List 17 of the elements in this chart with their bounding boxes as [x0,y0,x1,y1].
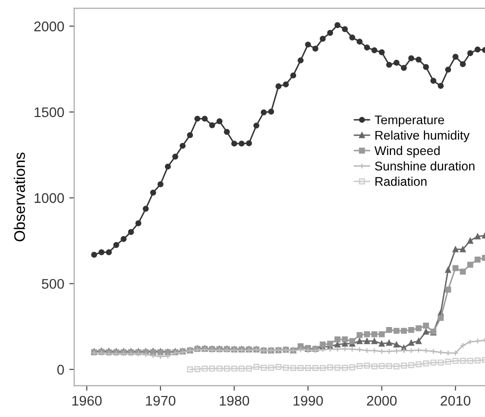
legend-label: Wind speed [374,146,440,158]
legend-label: Radiation [375,176,426,186]
y-tick-label: 500 [42,278,64,289]
x-tick-label: 1970 [146,396,176,406]
y-tick-label: 2000 [34,22,64,32]
x-tick-label: 2000 [366,396,397,406]
x-tick-label: 1990 [294,396,323,406]
y-tick-label: 0 [57,364,64,375]
y-axis-title: Observations [14,152,26,242]
legend-label: Relative humidity [375,130,470,142]
legend-label: Sunshine duration [375,161,474,171]
legend-label: Temperature [374,116,444,127]
y-tick-label: 1000 [34,193,64,203]
x-tick-label: 2010 [440,396,470,406]
y-tick-label: 1500 [34,107,64,118]
x-tick-label: 1960 [72,396,102,406]
x-tick-label: 1980 [220,396,250,406]
